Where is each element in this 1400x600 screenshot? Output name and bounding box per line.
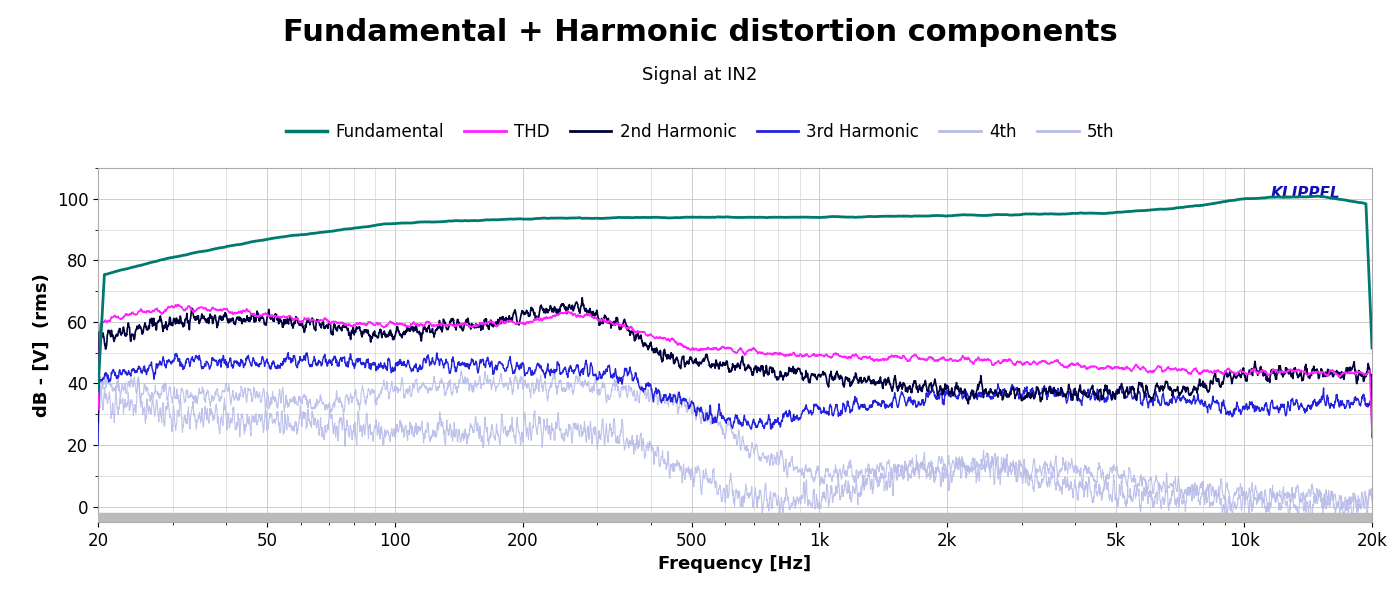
Legend: Fundamental, THD, 2nd Harmonic, 3rd Harmonic, 4th, 5th: Fundamental, THD, 2nd Harmonic, 3rd Harm… <box>279 116 1121 148</box>
Text: Fundamental + Harmonic distortion components: Fundamental + Harmonic distortion compon… <box>283 18 1117 47</box>
Y-axis label: dB - [V]  (rms): dB - [V] (rms) <box>34 273 50 417</box>
Text: Signal at IN2: Signal at IN2 <box>643 66 757 84</box>
X-axis label: Frequency [Hz]: Frequency [Hz] <box>658 555 812 573</box>
Bar <box>98 513 1372 522</box>
Text: KLIPPEL: KLIPPEL <box>1271 185 1340 200</box>
